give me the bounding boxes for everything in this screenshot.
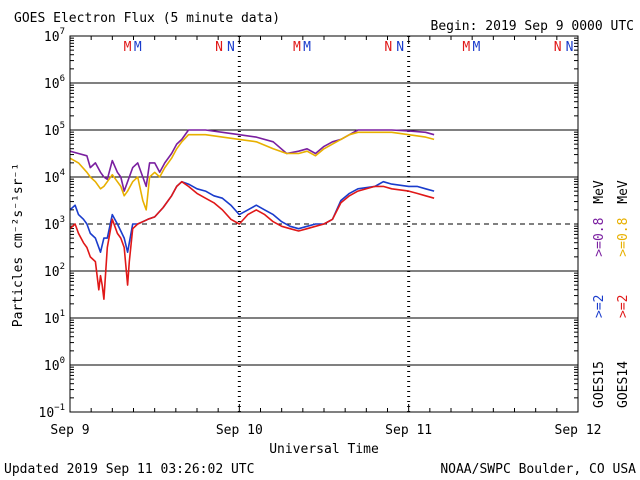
event-marker: N [227, 40, 235, 55]
event-marker: M [472, 40, 480, 55]
series-line-3 [69, 180, 435, 301]
y-tick-labels: 10−1 100 101 102 103 104 105 106 107 [39, 27, 66, 421]
x-tick-label: Sep 9 [50, 423, 89, 438]
event-marker: N [384, 40, 392, 55]
updated-time: Updated 2019 Sep 11 03:26:02 UTC [4, 462, 254, 477]
legend-goes15-low: >=2 [592, 295, 607, 318]
event-marker: M [124, 40, 132, 55]
legend-goes15-high: >=0.8 [592, 218, 607, 257]
y-tick-label: 107 [44, 27, 65, 45]
plot-grid [69, 36, 579, 412]
legend-goes14-label: GOES14 [616, 361, 631, 408]
y-tick-label: 106 [44, 74, 65, 92]
event-marker: N [566, 40, 574, 55]
svg-text:>=2 >=0.8 MeV: >=2 >=0.8 MeV [592, 180, 607, 318]
event-marker: N [554, 40, 562, 55]
legend-goes14-high: >=0.8 [616, 218, 631, 257]
legend-goes15-ranges: >=2 >=0.8 MeV [592, 180, 607, 318]
x-axis-label: Universal Time [269, 442, 379, 457]
y-tick-label: 105 [44, 121, 65, 139]
x-tick-label: Sep 10 [216, 423, 263, 438]
x-tick-labels: Sep 9 Sep 10 Sep 11 Sep 12 [50, 423, 601, 438]
legend-goes15-label: GOES15 [592, 361, 607, 408]
series-line-1 [69, 131, 435, 211]
chart-title: GOES Electron Flux (5 minute data) [14, 11, 280, 26]
credit: NOAA/SWPC Boulder, CO USA [440, 462, 636, 477]
series-line-2 [69, 180, 435, 253]
legend-unit-15: MeV [592, 180, 607, 204]
plot-series [69, 129, 435, 301]
y-tick-label: 101 [44, 309, 65, 327]
legend-unit-14: MeV [616, 180, 631, 204]
event-marker: M [303, 40, 311, 55]
x-tick-label: Sep 11 [385, 423, 432, 438]
begin-time: Begin: 2019 Sep 9 0000 UTC [431, 19, 635, 34]
event-marker: M [134, 40, 142, 55]
legend-goes14: GOES14 [616, 361, 631, 408]
y-tick-label: 103 [44, 215, 65, 233]
legend-goes14-low: >=2 [616, 295, 631, 318]
event-marker: M [462, 40, 470, 55]
legend-goes14-ranges: >=2 >=0.8 MeV [616, 180, 631, 318]
y-axis-label: Particles cm⁻²s⁻¹sr⁻¹ [11, 163, 26, 327]
y-tick-label: 104 [44, 168, 65, 186]
event-marker: N [215, 40, 223, 55]
x-tick-label: Sep 12 [555, 423, 602, 438]
event-marker: M [293, 40, 301, 55]
legend-goes15: GOES15 [592, 361, 607, 408]
series-line-0 [69, 129, 435, 192]
plot-frame [69, 35, 579, 413]
y-tick-label: 10−1 [39, 403, 66, 421]
svg-text:>=2 >=0.8 MeV: >=2 >=0.8 MeV [616, 180, 631, 318]
y-tick-label: 100 [44, 356, 65, 374]
y-tick-label: 102 [44, 262, 65, 280]
event-marker: N [396, 40, 404, 55]
